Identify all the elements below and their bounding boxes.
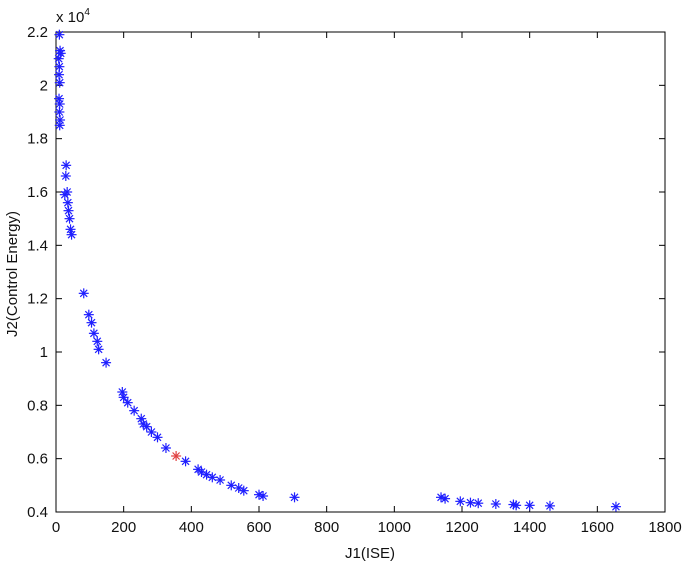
data-point bbox=[54, 77, 65, 88]
y-axis-title: J2(Control Energy) bbox=[4, 211, 21, 337]
data-point bbox=[54, 120, 65, 131]
x-tick-label: 800 bbox=[314, 519, 339, 536]
data-point bbox=[64, 213, 75, 224]
data-point bbox=[258, 491, 269, 501]
x-axis: 0 200 400 600 800 1000 1200 1400 1600 1800 bbox=[52, 32, 682, 536]
data-point bbox=[60, 171, 71, 181]
data-point bbox=[63, 205, 74, 216]
data-point bbox=[129, 405, 140, 416]
data-point bbox=[152, 432, 163, 443]
x-tick-label: 1800 bbox=[648, 519, 681, 536]
data-point bbox=[146, 427, 157, 437]
y-axis-multiplier: x 104 bbox=[56, 7, 90, 26]
y-tick-label: 1 bbox=[40, 344, 48, 361]
data-point bbox=[207, 472, 218, 483]
data-point bbox=[53, 53, 64, 64]
y-tick-label: 1.4 bbox=[27, 237, 48, 254]
data-point bbox=[233, 483, 244, 493]
data-point bbox=[196, 467, 207, 477]
data-point bbox=[160, 443, 171, 453]
data-point bbox=[59, 189, 70, 200]
data-point bbox=[215, 475, 226, 485]
data-point bbox=[66, 229, 77, 240]
data-point bbox=[54, 69, 65, 80]
x-tick-label: 0 bbox=[52, 519, 60, 536]
data-point bbox=[180, 456, 191, 467]
x-tick-label: 1400 bbox=[513, 519, 546, 536]
y-axis: 0.4 0.6 0.8 1 1.2 1.4 1.6 1.8 2 2.2 bbox=[27, 24, 665, 521]
y-tick-label: 0.6 bbox=[27, 451, 48, 468]
data-point bbox=[62, 197, 73, 208]
data-point bbox=[118, 392, 129, 403]
data-point bbox=[83, 309, 94, 320]
x-tick-label: 400 bbox=[179, 519, 204, 536]
data-point bbox=[88, 328, 99, 339]
data-point bbox=[86, 317, 97, 328]
x-tick-label: 1600 bbox=[581, 519, 614, 536]
data-point bbox=[101, 357, 112, 368]
data-point bbox=[610, 501, 621, 512]
data-point bbox=[54, 61, 65, 72]
data-point bbox=[122, 397, 133, 408]
y-tick-label: 2 bbox=[40, 77, 48, 94]
x-tick-label: 1000 bbox=[378, 519, 411, 536]
data-point bbox=[93, 344, 104, 355]
data-point bbox=[544, 500, 555, 511]
y-axis-multiplier-base: x 10 bbox=[56, 9, 84, 26]
data-points bbox=[53, 29, 621, 512]
y-axis-multiplier-exponent: 4 bbox=[84, 7, 90, 18]
y-tick-label: 2.2 bbox=[27, 24, 48, 41]
x-tick-label: 200 bbox=[111, 519, 136, 536]
data-point bbox=[61, 160, 72, 171]
y-tick-label: 1.8 bbox=[27, 131, 48, 148]
x-axis-title: J1(ISE) bbox=[345, 545, 395, 562]
data-point bbox=[524, 500, 535, 511]
highlighted-data-point bbox=[171, 451, 182, 461]
x-tick-label: 600 bbox=[246, 519, 271, 536]
plot-area bbox=[55, 31, 666, 513]
data-point bbox=[440, 493, 451, 504]
x-tick-label: 1200 bbox=[445, 519, 478, 536]
y-tick-label: 1.6 bbox=[27, 184, 48, 201]
data-point bbox=[511, 500, 522, 511]
data-point bbox=[455, 496, 466, 507]
data-point bbox=[54, 93, 65, 104]
data-point bbox=[473, 498, 484, 509]
data-point bbox=[490, 499, 501, 509]
data-point bbox=[238, 485, 249, 496]
data-point bbox=[289, 492, 300, 503]
data-point bbox=[54, 29, 65, 40]
y-tick-label: 0.8 bbox=[27, 397, 48, 414]
data-point bbox=[54, 107, 65, 117]
data-point bbox=[226, 480, 237, 491]
data-point bbox=[78, 288, 89, 299]
y-tick-label: 0.4 bbox=[27, 504, 48, 521]
data-point bbox=[92, 336, 103, 347]
plot-frame bbox=[55, 31, 666, 513]
y-tick-label: 1.2 bbox=[27, 291, 48, 308]
